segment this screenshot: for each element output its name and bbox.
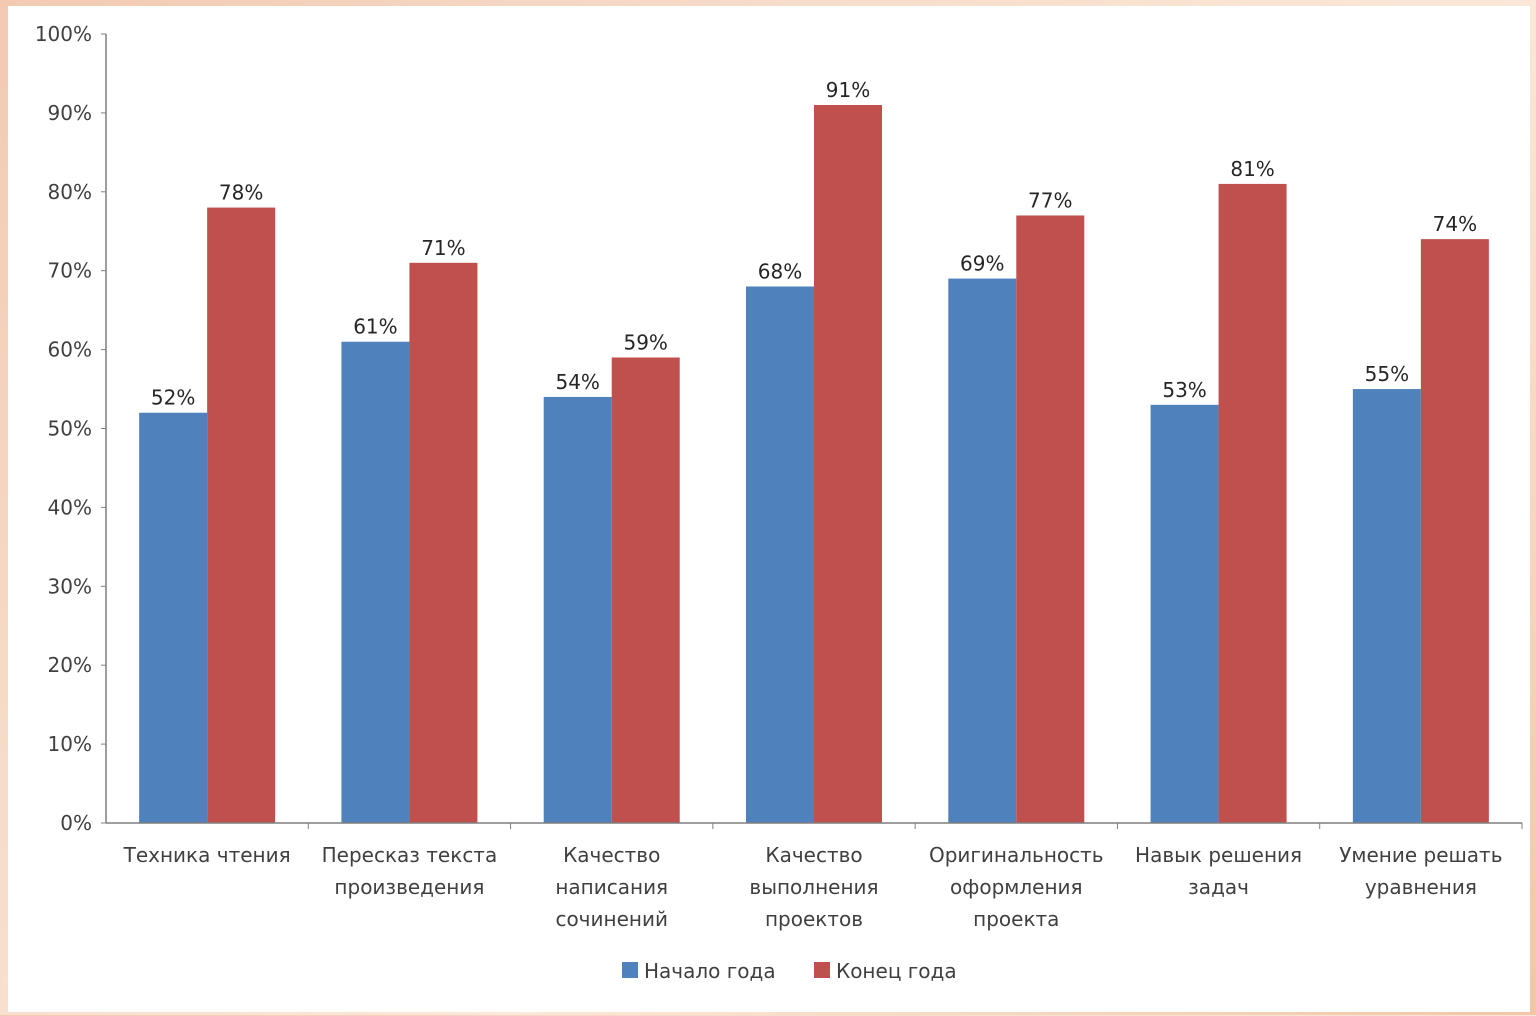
y-tick-label: 70% [48,259,92,283]
bar [207,207,276,823]
x-tick-label: Оригинальность оформления проекта [929,843,1104,931]
legend: Начало года Конец года [622,959,957,983]
data-label: 59% [623,330,667,354]
data-label: 68% [758,259,802,283]
x-axis: Техника чтения Пересказ текста произведени… [106,822,1523,931]
bar [1218,183,1287,823]
x-tick-label-line: выполнения [749,875,878,899]
y-tick-label: 30% [48,574,92,598]
chart-panel: 0% 10% 20% 30% 40% 50% 60% 70% 80% 90% 100% 52% 78%… [8,6,1530,1012]
x-tick-label-line: Умение решать [1339,843,1502,867]
bar [1420,239,1489,823]
data-label: 54% [555,370,599,394]
x-tick-label-line: оформления [950,875,1083,899]
x-tick-label-line: проекта [973,907,1059,931]
x-tick-label-line: Оригинальность [929,843,1104,867]
legend-label: Начало года [644,959,776,983]
data-label: 78% [219,181,263,205]
x-tick-label-line: задач [1188,875,1249,899]
bar [746,286,814,824]
y-tick-label: 60% [48,338,92,362]
x-tick-label-line: уравнения [1365,875,1477,899]
bar [1352,389,1421,823]
x-tick-label-line: Пересказ текста [322,843,498,867]
bar-chart: 0% 10% 20% 30% 40% 50% 60% 70% 80% 90% 100% 52% 78%… [35,22,1523,983]
y-tick-label: 0% [60,811,92,835]
x-tick-label: Качество написания сочинений [555,843,668,931]
data-label: 53% [1162,378,1206,402]
y-tick-label: 20% [48,653,92,677]
legend-label: Конец года [836,959,957,983]
y-tick-label: 100% [35,22,92,46]
x-tick-label: Техника чтения [123,843,291,867]
data-label: 77% [1028,188,1072,212]
y-tick-label: 40% [48,495,92,519]
data-label: 81% [1230,157,1274,181]
bar [409,262,478,823]
data-label: 55% [1365,362,1409,386]
data-label: 52% [151,386,195,410]
y-tick-label: 50% [48,417,92,441]
y-axis: 0% 10% 20% 30% 40% 50% 60% 70% 80% 90% 100% [35,22,107,835]
bar [611,357,680,823]
x-tick-label-line: Техника чтения [123,843,291,867]
x-tick-label: Пересказ текста произведения [322,843,498,899]
bars: 52% 78% 61% 71% 54% 59% 68% 91% 69% 77% 53% 81% 55% 7… [139,78,1489,824]
data-label: 69% [960,252,1004,276]
x-tick-label-line: проектов [765,907,863,931]
x-tick-label-line: Качество [765,843,862,867]
bar [341,341,410,823]
bar [1150,404,1219,823]
x-tick-label: Умение решать уравнения [1339,843,1502,899]
data-label: 91% [826,78,870,102]
legend-swatch [814,962,830,978]
legend-swatch [622,962,638,978]
data-label: 71% [421,236,465,260]
x-tick-label: Качество выполнения проектов [749,843,878,931]
bar [543,396,612,823]
x-tick-label: Навык решения задач [1135,843,1302,899]
data-label: 61% [353,315,397,339]
x-tick-label-line: сочинений [555,907,668,931]
data-label: 74% [1433,212,1477,236]
x-tick-label-line: Качество [563,843,660,867]
y-tick-label: 10% [48,732,92,756]
bar [948,278,1017,824]
bar [139,412,208,823]
x-tick-label-line: написания [555,875,668,899]
x-tick-label-line: произведения [334,875,484,899]
x-tick-label-line: Навык решения [1135,843,1302,867]
y-tick-label: 80% [48,180,92,204]
bar [1016,215,1085,824]
bar [814,105,882,823]
y-tick-label: 90% [48,101,92,125]
